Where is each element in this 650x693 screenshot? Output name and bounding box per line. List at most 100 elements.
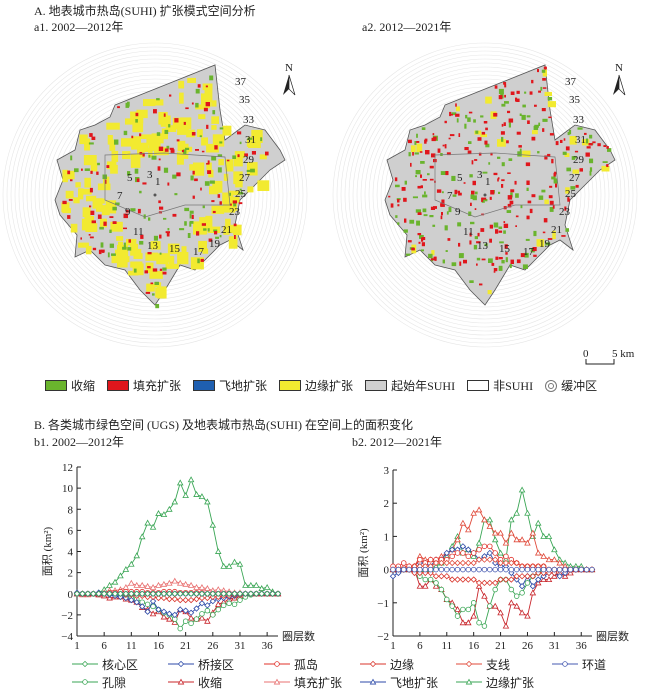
edge-expansion-patch bbox=[92, 198, 103, 209]
data-point bbox=[465, 566, 472, 573]
buffer-ring bbox=[364, 74, 606, 316]
infill-patch bbox=[192, 195, 195, 199]
data-point bbox=[204, 498, 211, 505]
edge-expansion-patch bbox=[126, 238, 137, 246]
x-tick-label: 6 bbox=[101, 640, 107, 650]
shrink-patch bbox=[211, 156, 217, 161]
shrink-patch bbox=[416, 220, 420, 226]
shrink-patch bbox=[553, 178, 558, 184]
shrink-patch bbox=[488, 162, 491, 165]
data-point bbox=[122, 594, 130, 602]
data-point bbox=[171, 577, 179, 584]
data-point bbox=[171, 590, 178, 597]
y-tick-label: 2 bbox=[68, 568, 74, 580]
buffer-ring bbox=[348, 58, 622, 332]
data-point bbox=[204, 590, 211, 597]
x-tick-label: 31 bbox=[234, 640, 245, 650]
shrink-patch bbox=[567, 131, 570, 136]
data-point bbox=[422, 576, 429, 583]
shrink-patch bbox=[538, 122, 541, 126]
infill-patch bbox=[432, 133, 435, 136]
ring-label: 17 bbox=[193, 246, 205, 258]
data-point bbox=[421, 582, 429, 589]
infill-patch bbox=[497, 178, 499, 182]
data-point bbox=[390, 566, 396, 573]
data-point bbox=[427, 576, 434, 583]
data-point bbox=[578, 566, 584, 573]
legend-swatch-initial-suhi bbox=[365, 380, 388, 391]
data-point bbox=[454, 559, 461, 567]
x-tick-label: 16 bbox=[468, 640, 480, 650]
data-point bbox=[117, 572, 124, 579]
infill-patch bbox=[527, 200, 532, 204]
edge-expansion-patch bbox=[225, 159, 234, 172]
legend-marker bbox=[273, 678, 281, 685]
legend-item-non-suhi: 非SUHI bbox=[467, 377, 533, 394]
shrink-patch bbox=[498, 265, 503, 271]
infill-patch bbox=[166, 232, 170, 237]
legend-marker bbox=[562, 661, 568, 667]
infill-patch bbox=[430, 206, 435, 210]
shrink-patch bbox=[421, 249, 424, 252]
infill-patch bbox=[542, 87, 547, 89]
infill-patch bbox=[422, 237, 426, 240]
edge-expansion-patch bbox=[90, 163, 98, 172]
ring-label: 15 bbox=[169, 243, 181, 255]
infill-patch bbox=[169, 94, 172, 97]
legend-label: 环道 bbox=[582, 657, 607, 672]
data-point bbox=[529, 573, 537, 580]
data-point bbox=[438, 559, 445, 567]
edge-expansion-patch bbox=[65, 190, 74, 199]
data-point bbox=[540, 552, 547, 559]
legend-label: 边缘 bbox=[390, 657, 415, 672]
infill-patch bbox=[498, 257, 503, 260]
data-point bbox=[210, 612, 216, 618]
infill-patch bbox=[495, 256, 499, 260]
infill-patch bbox=[507, 172, 511, 174]
data-point bbox=[193, 616, 200, 622]
shrink-patch bbox=[233, 202, 237, 207]
data-point bbox=[411, 566, 418, 573]
scale-start: 0 bbox=[583, 348, 589, 360]
edge-expansion-patch bbox=[110, 221, 123, 232]
infill-patch bbox=[478, 152, 482, 156]
infill-patch bbox=[510, 189, 515, 193]
edge-expansion-patch bbox=[225, 218, 231, 228]
infill-patch bbox=[464, 147, 469, 151]
shrink-patch bbox=[457, 222, 462, 227]
data-point bbox=[476, 566, 482, 573]
data-point bbox=[562, 566, 568, 573]
shrink-patch bbox=[163, 167, 169, 173]
infill-patch bbox=[147, 266, 151, 269]
data-point bbox=[187, 609, 195, 616]
north-arrow-left bbox=[613, 75, 619, 95]
infill-patch bbox=[96, 171, 99, 175]
infill-patch bbox=[516, 90, 520, 94]
data-point bbox=[395, 566, 402, 573]
data-point bbox=[193, 595, 200, 603]
data-point bbox=[589, 566, 595, 573]
legend-item: 孤岛 bbox=[264, 656, 360, 673]
shrink-patch bbox=[219, 127, 224, 130]
infill-patch bbox=[542, 128, 545, 132]
infill-patch bbox=[493, 268, 498, 272]
data-point bbox=[149, 597, 157, 605]
data-point bbox=[236, 590, 244, 597]
edge-expansion-patch bbox=[122, 151, 131, 160]
edge-expansion-patch bbox=[532, 130, 538, 135]
shrink-patch bbox=[416, 133, 418, 138]
shrink-patch bbox=[517, 151, 522, 157]
data-point bbox=[449, 553, 455, 560]
x-tick-label: 1 bbox=[390, 640, 396, 650]
diamond-marker-icon bbox=[168, 660, 194, 668]
legend-label: 起始年SUHI bbox=[391, 379, 456, 393]
infill-patch bbox=[164, 148, 169, 152]
infill-patch bbox=[574, 150, 579, 153]
infill-patch bbox=[158, 200, 161, 204]
data-point bbox=[556, 566, 563, 573]
center-point bbox=[153, 193, 157, 197]
infill-patch bbox=[447, 238, 451, 241]
infill-patch bbox=[472, 180, 476, 186]
infill-patch bbox=[516, 131, 521, 135]
infill-patch bbox=[532, 247, 537, 252]
